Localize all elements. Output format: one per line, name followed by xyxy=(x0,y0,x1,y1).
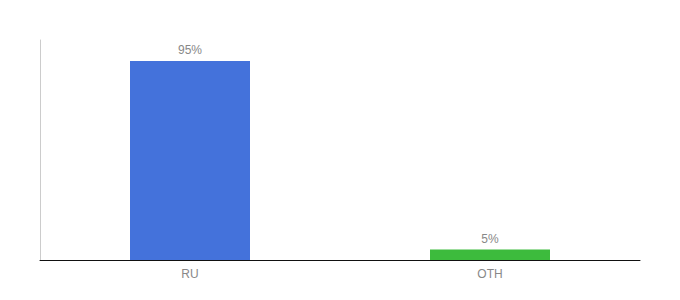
svg-text:OTH: OTH xyxy=(477,267,502,281)
svg-text:95%: 95% xyxy=(178,43,202,57)
svg-text:RU: RU xyxy=(181,267,198,281)
svg-text:5%: 5% xyxy=(481,232,499,246)
